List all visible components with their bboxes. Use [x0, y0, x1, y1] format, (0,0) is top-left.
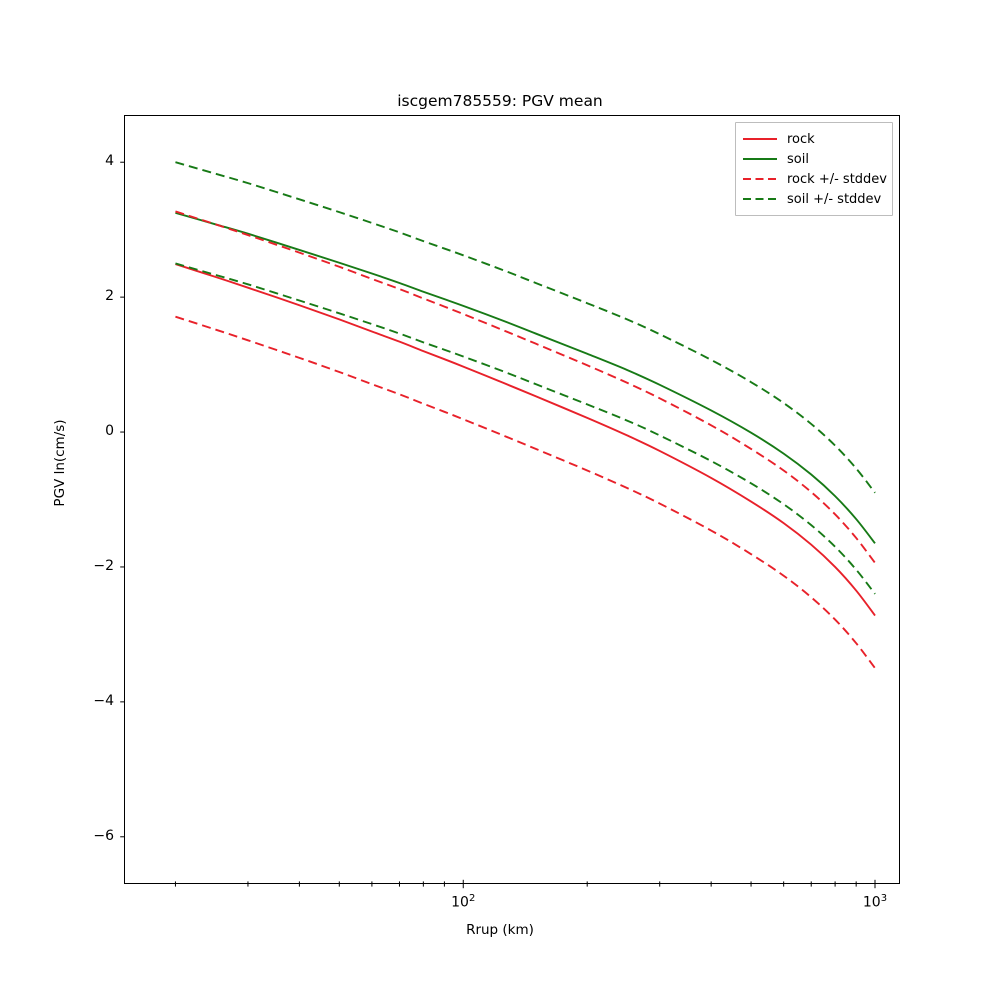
series-line-soil-stddev: [175, 161, 876, 494]
legend-swatch-dashed-icon: [742, 173, 778, 185]
legend-box: rock soil rock +/- stddev soil +/- stddev: [735, 122, 893, 216]
legend-item[interactable]: soil +/- stddev: [742, 189, 884, 209]
legend-swatch-solid-icon: [742, 153, 778, 165]
series-line-rock-stddev: [175, 315, 876, 669]
x-tick-mantissa: 10: [862, 894, 881, 911]
y-tick-label: 0: [105, 423, 114, 440]
x-axis-label: Rrup (km): [466, 922, 534, 938]
x-tick-mantissa: 10: [451, 894, 469, 911]
legend-item[interactable]: soil: [742, 149, 884, 169]
x-tick-exponent: 3: [880, 893, 888, 904]
series-line-soil-stddev: [175, 262, 876, 595]
legend-item[interactable]: rock +/- stddev: [742, 169, 887, 189]
data-curves: [175, 161, 876, 669]
legend-swatch-dashed-icon: [742, 193, 778, 205]
y-tick-label: −4: [93, 692, 114, 709]
plot-title: iscgem785559: PGV mean: [397, 92, 603, 110]
legend-swatch-solid-icon: [742, 133, 778, 145]
legend-label: rock: [787, 131, 815, 147]
legend-label: rock +/- stddev: [787, 171, 887, 187]
y-tick-label: 2: [105, 288, 114, 305]
series-line-rock-stddev: [175, 210, 876, 564]
y-tick-label: −2: [93, 557, 114, 574]
x-tick-label: 103: [840, 893, 910, 911]
series-line-soil: [175, 211, 876, 544]
x-tick-label: 102: [428, 893, 498, 911]
legend-item[interactable]: rock: [742, 129, 884, 149]
legend-label: soil: [787, 151, 809, 167]
y-tick-label: 4: [105, 153, 114, 170]
y-axis-label: PGV ln(cm/s): [52, 419, 68, 507]
series-line-rock: [175, 263, 876, 617]
legend-label: soil +/- stddev: [787, 191, 882, 207]
x-tick-exponent: 2: [468, 893, 476, 904]
axes-frame: [124, 115, 900, 884]
axis-ticks: [120, 161, 876, 889]
y-tick-label: −6: [93, 827, 114, 844]
